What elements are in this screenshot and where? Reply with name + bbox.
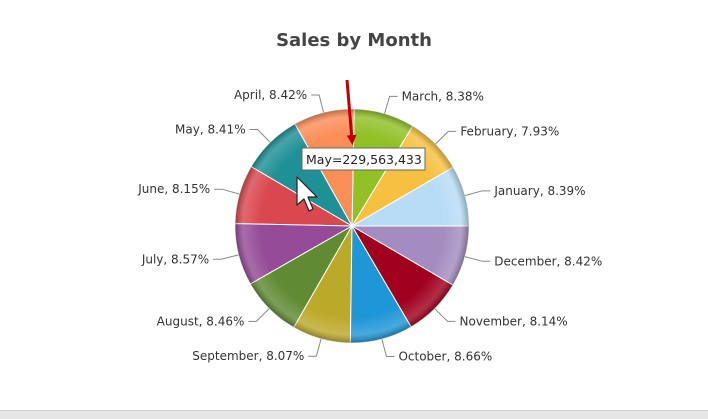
leader-line-september	[308, 338, 322, 357]
leader-line-march	[384, 95, 398, 114]
slice-label-march: March, 8.38%	[402, 89, 484, 103]
leader-line-december	[464, 256, 491, 262]
leader-line-june	[214, 188, 240, 195]
tooltip-text: May=229,563,433	[306, 152, 422, 167]
annotation-arrow	[345, 79, 357, 145]
pie-chart: January, 8.39% February, 7.93% March, 8.38…	[137, 79, 602, 364]
slice-label-february: February, 7.93%	[460, 124, 559, 138]
leader-line-april	[311, 94, 325, 113]
leader-line-may	[249, 128, 271, 143]
slice-label-january: January, 8.39%	[493, 184, 585, 198]
mouse-cursor-icon	[296, 176, 318, 212]
chart: Sales by Month January, 8.39% February, 7…	[137, 30, 602, 364]
bottom-border	[0, 410, 708, 419]
slice-label-june: June, 8.15%	[137, 182, 210, 196]
leader-line-january	[464, 190, 491, 196]
slice-label-july: July, 8.57%	[141, 252, 209, 266]
slice-label-october: October, 8.66%	[398, 350, 492, 364]
slice-label-august: August, 8.46%	[157, 314, 245, 328]
slice-label-november: November, 8.14%	[460, 314, 568, 328]
slice-label-september: September, 8.07%	[192, 349, 304, 363]
slice-label-december: December, 8.42%	[494, 254, 602, 268]
leader-line-october	[381, 338, 395, 358]
slice-label-may: May, 8.41%	[175, 122, 246, 136]
chart-title: Sales by Month	[276, 30, 432, 51]
leader-line-august	[248, 308, 270, 322]
leader-line-november	[434, 308, 456, 322]
leader-line-february	[435, 130, 457, 145]
tooltip: May=229,563,433	[301, 147, 426, 171]
slice-label-april: April, 8.42%	[234, 88, 307, 102]
leader-line-july	[213, 254, 239, 260]
